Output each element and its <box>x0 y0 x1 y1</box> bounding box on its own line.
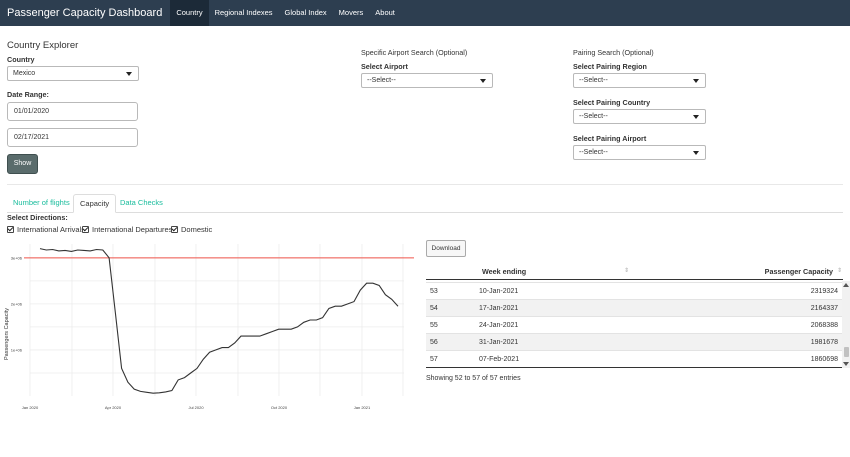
pairing-airport-label: Select Pairing Airport <box>573 134 647 143</box>
row-week: 07-Feb-2021 <box>479 356 520 363</box>
table-row[interactable]: 56 31-Jan-2021 1981678 <box>426 333 843 350</box>
nav-about[interactable]: About <box>375 8 395 17</box>
nav-country[interactable]: Country <box>170 0 209 26</box>
table-row[interactable]: 55 24-Jan-2021 2068388 <box>426 316 843 333</box>
nav-regional-indexes[interactable]: Regional Indexes <box>214 8 273 17</box>
navbar: Passenger Capacity Dashboard Country Reg… <box>0 0 850 26</box>
table-row[interactable]: 54 17-Jan-2021 2164337 <box>426 299 843 316</box>
tab-bar: Number of flights Capacity Data Checks <box>7 194 843 213</box>
divider <box>7 184 843 185</box>
scroll-up-icon[interactable] <box>843 283 849 287</box>
row-id: 57 <box>430 356 438 363</box>
checkbox-icon[interactable] <box>7 226 14 233</box>
row-capacity: 2068388 <box>810 322 838 329</box>
row-capacity: 1860698 <box>810 356 838 363</box>
chevron-down-icon <box>693 115 699 119</box>
table-row[interactable]: 53 10-Jan-2021 2319324 <box>426 282 843 299</box>
y-tick-label: 3e+06 <box>11 255 23 260</box>
row-capacity: 2164337 <box>810 305 838 312</box>
row-week: 31-Jan-2021 <box>479 339 519 346</box>
row-capacity: 2319324 <box>810 288 838 295</box>
sort-icon[interactable]: ⇕ <box>624 268 630 274</box>
scrollbar-thumb[interactable] <box>844 347 849 357</box>
scroll-down-icon[interactable] <box>843 362 849 366</box>
chevron-down-icon <box>693 151 699 155</box>
country-select[interactable]: Mexico <box>7 66 139 81</box>
checkbox-label: International Departures <box>92 225 173 234</box>
chevron-down-icon <box>126 72 132 76</box>
row-week: 10-Jan-2021 <box>479 288 519 295</box>
pairing-country-value: --Select-- <box>579 113 608 120</box>
airport-select-value: --Select-- <box>367 77 396 84</box>
airport-select[interactable]: --Select-- <box>361 73 493 88</box>
country-explorer-title: Country Explorer <box>7 40 79 51</box>
tab-data-checks[interactable]: Data Checks <box>120 198 163 207</box>
column-passenger-capacity[interactable]: Passenger Capacity <box>764 267 833 276</box>
tab-number-of-flights[interactable]: Number of flights <box>13 198 70 207</box>
row-week: 17-Jan-2021 <box>479 305 519 312</box>
y-tick-label: 2e+06 <box>11 301 23 306</box>
pairing-search-title: Pairing Search (Optional) <box>573 48 654 57</box>
chevron-down-icon <box>480 79 486 83</box>
y-ticks: 1e+06 2e+06 3e+06 <box>11 255 23 352</box>
table-scrollbar[interactable] <box>842 281 850 368</box>
row-week: 24-Jan-2021 <box>479 322 519 329</box>
capacity-chart: Passengers Capacity 1e+06 2e+06 3e+06 Jan … <box>4 244 414 410</box>
table-row[interactable]: 57 07-Feb-2021 1860698 <box>426 350 843 367</box>
app-brand[interactable]: Passenger Capacity Dashboard <box>7 7 163 19</box>
checkbox-icon[interactable] <box>171 226 178 233</box>
select-airport-label: Select Airport <box>361 62 408 71</box>
x-tick-label: Jul 2020 <box>188 405 204 410</box>
checkbox-icon[interactable] <box>82 226 89 233</box>
x-tick-label: Apr 2020 <box>105 405 122 410</box>
x-ticks: Jan 2020 Apr 2020 Jul 2020 Oct 2020 Jan 2021 <box>22 405 371 410</box>
checkbox-international-departures[interactable]: International Departures <box>82 225 172 234</box>
y-axis-label: Passengers Capacity <box>4 308 10 360</box>
chart-grid <box>29 244 404 396</box>
checkbox-label: Domestic <box>181 225 213 234</box>
tab-capacity[interactable]: Capacity <box>73 194 117 213</box>
x-tick-label: Jan 2020 <box>22 405 39 410</box>
sort-icon[interactable]: ⇕ <box>836 268 842 274</box>
end-date-input[interactable]: 02/17/2021 <box>7 128 138 147</box>
chevron-down-icon <box>693 79 699 83</box>
checkbox-international-arrivals[interactable]: International Arrivals <box>7 225 85 234</box>
y-tick-label: 1e+06 <box>11 347 23 352</box>
column-week-ending[interactable]: Week ending <box>482 267 527 276</box>
nav-global-index[interactable]: Global Index <box>284 8 327 17</box>
pairing-airport-value: --Select-- <box>579 149 608 156</box>
row-id: 54 <box>430 305 438 312</box>
pairing-airport-select[interactable]: --Select-- <box>573 145 706 160</box>
date-range-label: Date Range: <box>7 90 49 99</box>
pairing-region-value: --Select-- <box>579 77 608 84</box>
table-bottom-border <box>426 367 850 368</box>
directions-label: Select Directions: <box>7 213 68 222</box>
airport-search-title: Specific Airport Search (Optional) <box>361 48 468 57</box>
pairing-country-select[interactable]: --Select-- <box>573 109 706 124</box>
pairing-country-label: Select Pairing Country <box>573 98 651 107</box>
row-capacity: 1981678 <box>810 339 838 346</box>
checkbox-label: International Arrivals <box>17 225 85 234</box>
country-select-value: Mexico <box>13 70 36 77</box>
checkbox-domestic[interactable]: Domestic <box>171 225 212 234</box>
row-id: 56 <box>430 339 438 346</box>
row-id: 55 <box>430 322 438 329</box>
download-button[interactable]: Download <box>426 240 466 257</box>
country-label: Country <box>7 55 35 64</box>
start-date-input[interactable]: 01/01/2020 <box>7 102 138 121</box>
table-info: Showing 52 to 57 of 57 entries <box>426 375 521 382</box>
pairing-region-label: Select Pairing Region <box>573 62 647 71</box>
series-line <box>39 248 399 394</box>
show-button[interactable]: Show <box>7 154 38 174</box>
pairing-region-select[interactable]: --Select-- <box>573 73 706 88</box>
row-id: 53 <box>430 288 438 295</box>
x-tick-label: Oct 2020 <box>271 405 288 410</box>
x-tick-label: Jan 2021 <box>354 405 371 410</box>
table-header: Week ending ⇕ Passenger Capacity ⇕ <box>426 262 843 280</box>
nav-movers[interactable]: Movers <box>338 8 364 17</box>
